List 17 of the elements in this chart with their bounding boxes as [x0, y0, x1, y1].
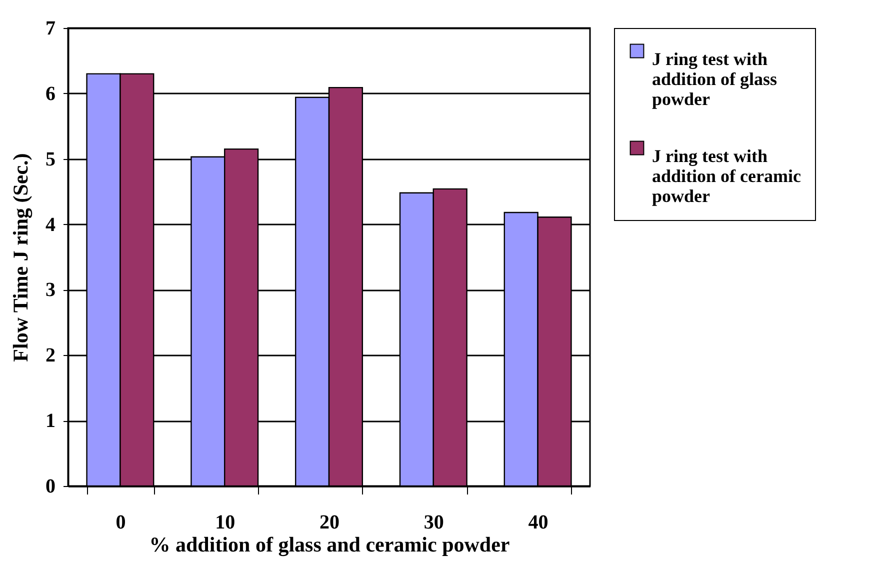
y-tick-label: 2 [46, 344, 56, 367]
x-tick-label: 30 [424, 512, 444, 534]
x-tick-label: 40 [528, 512, 548, 534]
x-tick-label: 0 [116, 512, 126, 534]
y-tick-label: 1 [46, 410, 56, 432]
legend-label: J ring test with addition of glass powder [652, 49, 778, 109]
x-axis-title: % addition of glass and ceramic powder [149, 532, 510, 556]
legend-label: J ring test with addition of ceramic powder [652, 146, 801, 206]
y-tick-label: 7 [46, 18, 56, 40]
y-tick-label: 4 [46, 214, 56, 236]
x-tick-label: 20 [320, 512, 340, 534]
y-tick-label: 0 [46, 476, 56, 498]
y-tick-label: 6 [46, 82, 56, 105]
y-tick-label: 3 [46, 279, 56, 302]
y-tick-label: 5 [46, 148, 56, 170]
y-axis-title: Flow Time J ring (Sec.) [8, 153, 32, 362]
x-tick-label: 10 [215, 512, 236, 534]
